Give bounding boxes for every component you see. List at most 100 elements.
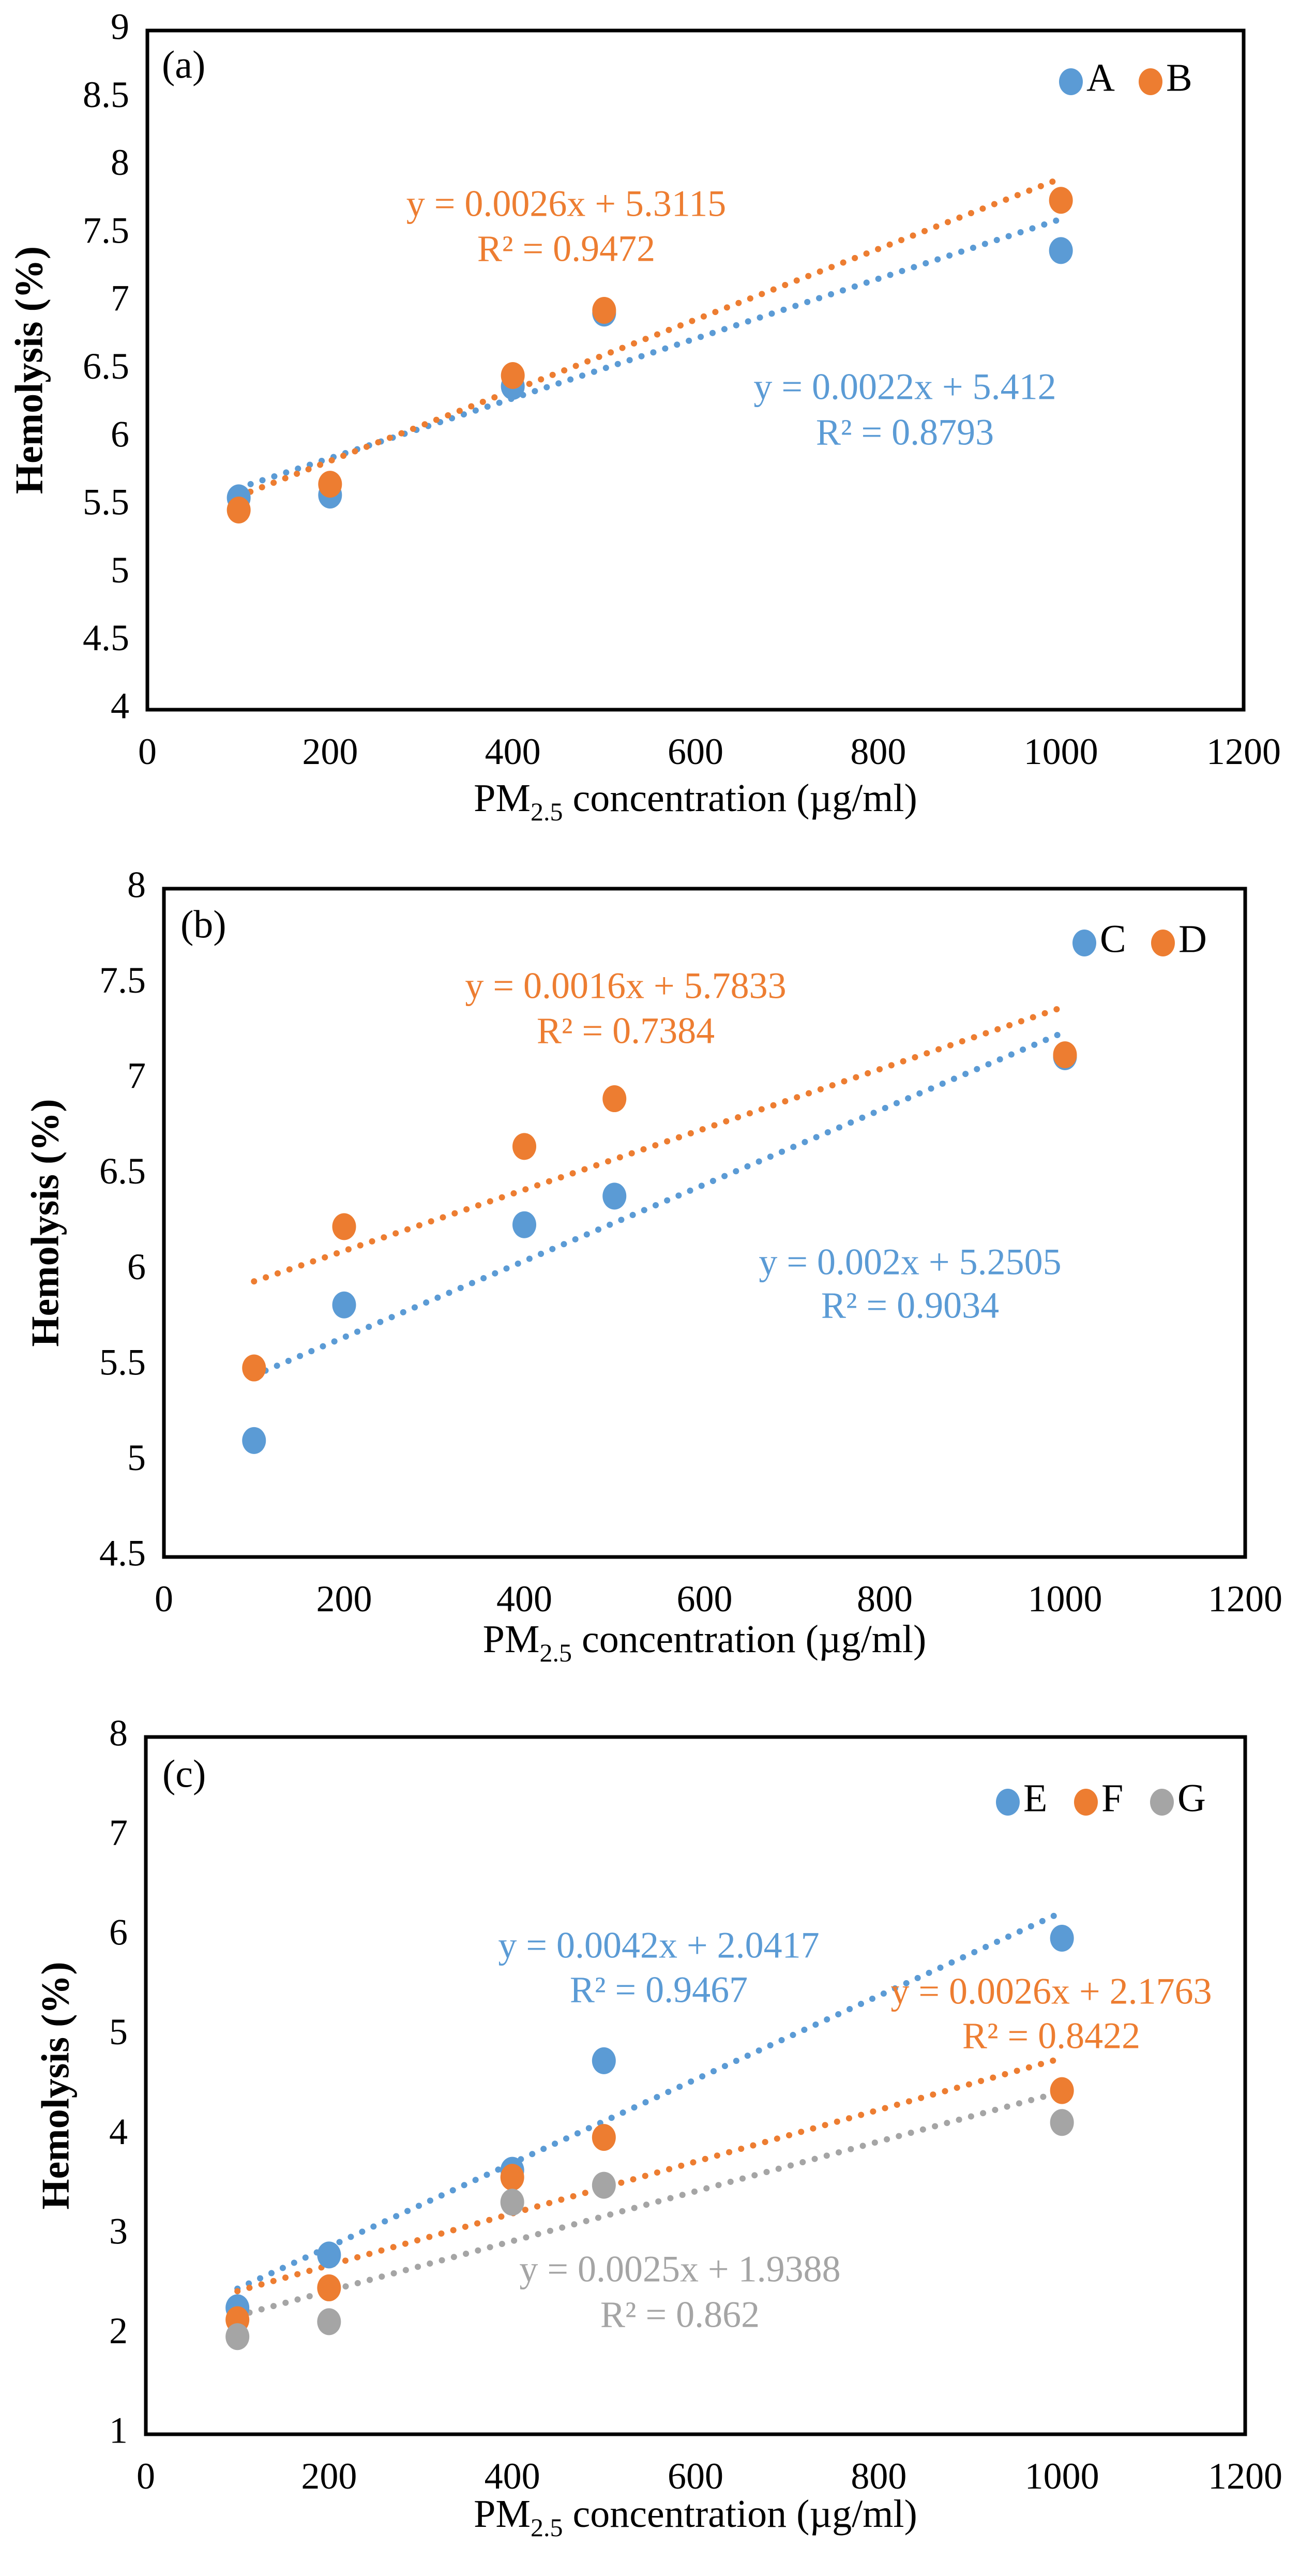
plot-frame [144, 1735, 1247, 2436]
legend-marker-C [1072, 930, 1096, 956]
trendline-equation-B: y = 0.0026x + 5.3115 [406, 183, 727, 224]
trendline-equation-A: y = 0.0022x + 5.412 [753, 366, 1056, 408]
y-axis-title: Hemolysis (%) [34, 1961, 77, 2209]
x-tick-label: 0 [155, 1578, 173, 1620]
trendline-E [234, 1909, 1065, 2292]
trendline-r2-B: R² = 0.9472 [477, 228, 655, 269]
y-axis-title: Hemolysis (%) [23, 1099, 67, 1346]
y-tick-label: 2 [109, 2310, 128, 2352]
data-point-E [317, 2241, 341, 2269]
x-tick-label: 800 [850, 731, 906, 772]
x-tick-label: 400 [496, 1578, 552, 1620]
x-axis-title-subscript: 2.5 [540, 1638, 572, 1667]
panel-label: (b) [180, 903, 226, 946]
trendline-r2-D: R² = 0.7384 [537, 1010, 715, 1052]
y-tick-label: 6.5 [99, 1150, 146, 1192]
legend-label-E: E [1023, 1776, 1047, 1820]
y-tick-label: 1 [109, 2410, 128, 2451]
trendline-equation-G: y = 0.0025x + 1.9388 [519, 2249, 840, 2290]
trendline-A [235, 216, 1064, 491]
trendline-r2-F: R² = 0.8422 [962, 2015, 1140, 2057]
x-axis-title-main: PM [474, 2492, 531, 2536]
data-point-F [592, 2124, 616, 2151]
legend-marker-D [1151, 930, 1175, 956]
data-point-D [242, 1354, 266, 1382]
y-tick-label: 8 [111, 142, 129, 183]
data-point-D [602, 1085, 627, 1113]
data-point-C [602, 1182, 627, 1210]
y-tick-label: 4 [109, 2111, 128, 2152]
x-tick-label: 0 [138, 731, 157, 772]
data-point-G [592, 2171, 616, 2199]
plot-frame [162, 887, 1247, 1559]
data-point-E [592, 2047, 616, 2074]
y-tick-label: 8.5 [83, 74, 129, 115]
legend-marker-B [1139, 68, 1162, 95]
data-point-B [1049, 187, 1073, 214]
legend-label-B: B [1166, 56, 1192, 99]
data-point-G [317, 2308, 341, 2335]
y-tick-label: 5 [111, 549, 129, 591]
y-tick-label: 7.5 [83, 209, 129, 251]
data-point-C [242, 1427, 266, 1454]
trendline-B [235, 175, 1064, 500]
y-tick-label: 4.5 [99, 1533, 146, 1574]
x-axis-title-rest: concentration (µg/ml) [563, 2492, 917, 2536]
trendline-r2-A: R² = 0.8793 [816, 412, 994, 453]
panel-label: (a) [162, 43, 205, 86]
y-tick-label: 6 [111, 413, 129, 455]
y-tick-label: 5 [127, 1437, 146, 1478]
x-axis-title-main: PM [483, 1618, 540, 1661]
y-tick-label: 6.5 [83, 346, 129, 387]
data-point-B [318, 471, 342, 498]
data-point-F [317, 2274, 341, 2301]
y-axis-title: Hemolysis (%) [7, 246, 51, 494]
y-tick-label: 5 [109, 2011, 128, 2053]
trendline-equation-F: y = 0.0026x + 2.1763 [890, 1971, 1212, 2012]
y-tick-label: 4 [111, 685, 129, 727]
x-axis-title: PM2.5 concentration (µg/ml) [474, 2492, 917, 2542]
data-point-A [1049, 237, 1073, 264]
y-tick-label: 7 [109, 1812, 128, 1853]
y-tick-label: 5.5 [83, 482, 129, 523]
x-axis-title-subscript: 2.5 [531, 2513, 563, 2542]
y-tick-label: 8 [109, 1713, 128, 1754]
y-tick-label: 7.5 [99, 960, 146, 1001]
chart-panel-2: 1 2 3 4 5 6 7 8 0 200 400 600 800 1000 1200 PM2.5 conce… [34, 1713, 1282, 2542]
trendline-C [251, 1028, 1068, 1379]
legend-marker-A [1059, 68, 1083, 95]
data-point-D [512, 1133, 536, 1160]
legend-label-D: D [1178, 917, 1207, 961]
legend-label-F: F [1101, 1776, 1123, 1820]
x-tick-label: 1200 [1208, 1578, 1282, 1620]
data-point-B [226, 496, 251, 523]
x-tick-label: 400 [485, 731, 541, 772]
x-axis-title-rest: concentration (µg/ml) [572, 1618, 926, 1661]
trendline-r2-E: R² = 0.9467 [570, 1969, 748, 2011]
trendline-r2-G: R² = 0.862 [600, 2294, 760, 2335]
x-tick-label: 1200 [1206, 731, 1281, 772]
y-tick-label: 5.5 [99, 1341, 146, 1383]
x-tick-label: 600 [668, 2455, 723, 2497]
trendline-equation-D: y = 0.0016x + 5.7833 [465, 965, 786, 1007]
legend-marker-F [1074, 1789, 1098, 1816]
x-axis-title-main: PM [474, 776, 531, 820]
trendline-r2-C: R² = 0.9034 [821, 1285, 999, 1326]
y-tick-label: 3 [109, 2210, 128, 2252]
x-tick-label: 600 [668, 731, 723, 772]
x-axis-title-rest: concentration (µg/ml) [563, 776, 917, 820]
x-tick-label: 1000 [1024, 731, 1098, 772]
y-tick-label: 8 [127, 864, 146, 906]
data-point-G [1050, 2109, 1074, 2136]
y-tick-label: 6 [127, 1246, 146, 1287]
x-tick-label: 1200 [1208, 2455, 1282, 2497]
data-point-G [225, 2323, 250, 2350]
y-tick-label: 4.5 [83, 617, 129, 658]
chart-panel-1: 4.5 5 5.5 6 6.5 7 7.5 8 0 200 400 600 800 1000 1200 PM2… [23, 864, 1282, 1667]
x-tick-label: 200 [316, 1578, 372, 1620]
x-axis-title: PM2.5 concentration (µg/ml) [474, 776, 917, 826]
x-tick-label: 400 [485, 2455, 540, 2497]
data-point-E [1050, 1924, 1074, 1952]
x-tick-label: 600 [677, 1578, 733, 1620]
